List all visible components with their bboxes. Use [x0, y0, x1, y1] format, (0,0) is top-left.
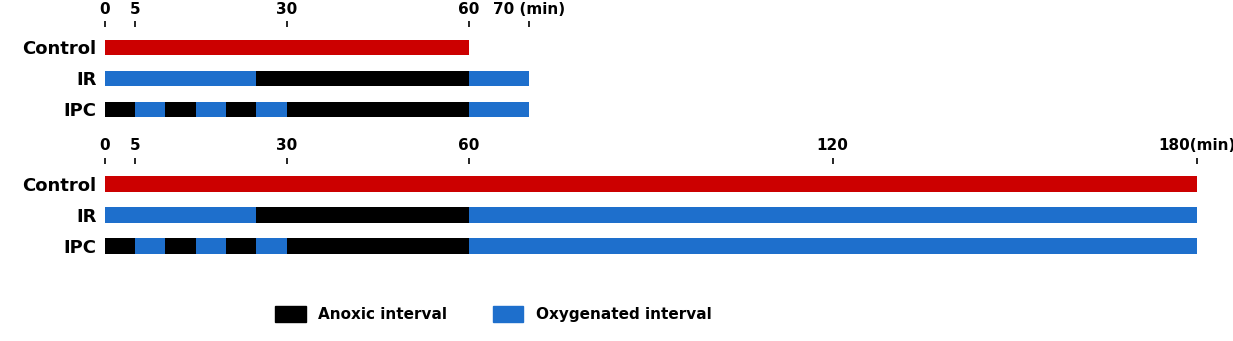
Bar — [469, 71, 529, 86]
Bar — [105, 207, 256, 223]
Bar — [136, 102, 165, 117]
Bar — [469, 102, 529, 117]
Bar — [256, 102, 287, 117]
Bar — [256, 207, 469, 223]
Bar — [256, 238, 287, 254]
Bar — [165, 238, 196, 254]
Bar — [196, 102, 226, 117]
Bar — [136, 238, 165, 254]
Bar — [105, 102, 136, 117]
Bar — [105, 40, 469, 55]
Bar — [165, 102, 196, 117]
Bar — [256, 71, 469, 86]
Bar — [105, 238, 136, 254]
Bar — [105, 176, 1196, 192]
Bar — [105, 71, 256, 86]
Bar — [469, 207, 1196, 223]
Bar — [196, 238, 226, 254]
Bar — [226, 102, 256, 117]
Bar — [287, 238, 469, 254]
Bar — [287, 102, 469, 117]
Bar — [469, 238, 1196, 254]
Legend: Anoxic interval, Oxygenated interval: Anoxic interval, Oxygenated interval — [268, 299, 719, 330]
Bar — [226, 238, 256, 254]
